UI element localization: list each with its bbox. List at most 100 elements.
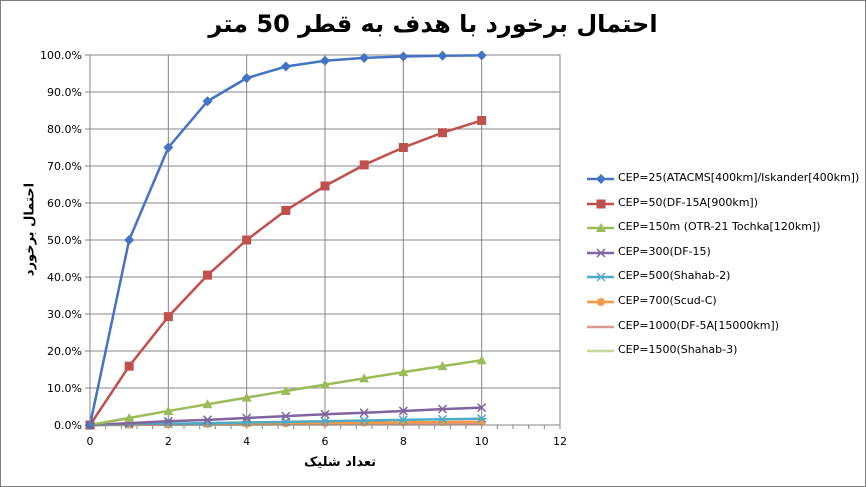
legend-swatch	[587, 248, 614, 258]
data-point	[477, 115, 487, 125]
legend-marker	[596, 223, 606, 233]
y-tick-label: 30.0%	[47, 308, 82, 321]
data-point	[437, 50, 448, 61]
legend-swatch	[587, 349, 614, 353]
y-tick-label: 60.0%	[47, 197, 82, 210]
x-tick-label: 0	[87, 435, 94, 448]
data-point	[163, 405, 174, 415]
legend: CEP=25(ATACMS[400km]/Iskander[400km]) CEP…	[584, 170, 860, 367]
data-point	[203, 270, 212, 280]
legend-item: CEP=25(ATACMS[400km]/Iskander[400km])	[584, 170, 860, 195]
legend-label: CEP=1000(DF-5A[15000km])	[618, 318, 780, 332]
data-point	[476, 50, 487, 61]
data-point	[124, 235, 135, 245]
x-tick-label: 8	[400, 435, 407, 448]
data-point	[163, 312, 173, 322]
data-point	[320, 181, 330, 191]
data-point	[202, 399, 213, 409]
legend-swatch	[587, 223, 614, 233]
data-point	[241, 392, 252, 402]
y-tick-label: 20.0%	[47, 345, 82, 358]
data-point	[359, 416, 370, 426]
data-point	[281, 205, 291, 215]
y-tick-label: 0.0%	[54, 419, 82, 432]
data-point	[359, 408, 369, 418]
legend-label: CEP=300(DF-15)	[618, 244, 711, 258]
legend-label: CEP=500(Shahab-2)	[618, 269, 731, 283]
data-point	[280, 385, 291, 395]
y-tick-label: 10.0%	[47, 382, 82, 395]
data-point	[320, 379, 330, 389]
legend-item: CEP=300(DF-15)	[584, 244, 860, 269]
series-3	[85, 355, 487, 429]
data-point	[359, 160, 369, 170]
legend-item: CEP=50(DF-15A[900km])	[584, 195, 860, 220]
legend-swatch	[587, 199, 614, 209]
legend-item: CEP=1500(Shahab-3)	[584, 342, 860, 367]
x-tick-label: 2	[165, 435, 172, 448]
x-tick-label: 6	[322, 435, 329, 448]
data-point	[398, 415, 409, 425]
legend-marker	[597, 297, 605, 306]
data-point	[280, 61, 291, 72]
data-point	[398, 143, 408, 152]
legend-label: CEP=1500(Shahab-3)	[618, 343, 738, 357]
legend-swatch	[587, 325, 614, 328]
legend-item: CEP=150m (OTR-21 Tochka[120km])	[584, 219, 860, 244]
legend-item: CEP=1000(DF-5A[15000km])	[584, 318, 860, 343]
data-point	[320, 409, 330, 419]
x-tick-label: 4	[243, 435, 250, 448]
y-tick-label: 100.0%	[40, 49, 82, 62]
data-point	[359, 52, 370, 63]
data-point	[437, 414, 448, 424]
legend-label: CEP=25(ATACMS[400km]/Iskander[400km])	[618, 171, 860, 184]
data-point	[320, 416, 330, 426]
legend-marker	[596, 174, 606, 184]
y-axis-title: احتمال برخورد	[22, 182, 38, 277]
legend-marker	[596, 272, 606, 282]
data-point	[437, 404, 448, 414]
data-point	[398, 406, 408, 416]
legend-swatch	[587, 297, 614, 306]
data-point	[398, 51, 409, 62]
legend-marker	[596, 199, 606, 209]
legend-label: CEP=700(Scud-C)	[618, 293, 717, 307]
data-point	[163, 416, 173, 426]
y-tick-label: 70.0%	[47, 160, 82, 173]
data-point	[359, 373, 370, 383]
data-point	[477, 403, 487, 413]
data-point	[242, 413, 252, 423]
y-tick-label: 40.0%	[47, 271, 82, 284]
data-point	[476, 355, 487, 365]
data-point	[242, 235, 252, 245]
y-tick-label: 80.0%	[47, 123, 82, 136]
x-axis-title: تعداد شلیک	[303, 455, 377, 470]
x-tick-label: 12	[553, 435, 567, 448]
y-tick-label: 90.0%	[47, 86, 82, 99]
y-tick-label: 50.0%	[47, 234, 82, 247]
series-1	[85, 50, 487, 430]
data-point	[124, 361, 134, 371]
data-point	[320, 55, 330, 66]
data-point	[281, 411, 291, 421]
data-point	[398, 367, 409, 377]
legend-marker	[596, 248, 606, 258]
legend-swatch	[587, 272, 614, 282]
legend-item: CEP=700(Scud-C)	[584, 293, 860, 318]
series-4	[85, 403, 487, 430]
chart-title: احتمال برخورد با هدف به قطر 50 متر	[208, 10, 658, 38]
data-point	[438, 128, 447, 138]
data-point	[202, 415, 213, 425]
data-point	[202, 96, 213, 107]
data-point	[476, 414, 487, 424]
data-point	[124, 412, 135, 422]
x-tick-label: 10	[475, 435, 489, 448]
data-point	[241, 73, 252, 84]
legend-label: CEP=150m (OTR-21 Tochka[120km])	[618, 220, 821, 234]
data-point	[437, 361, 448, 371]
data-point	[163, 142, 174, 153]
legend-label: CEP=50(DF-15A[900km])	[618, 195, 759, 209]
legend-item: CEP=500(Shahab-2)	[584, 268, 860, 293]
legend-swatch	[587, 174, 614, 184]
